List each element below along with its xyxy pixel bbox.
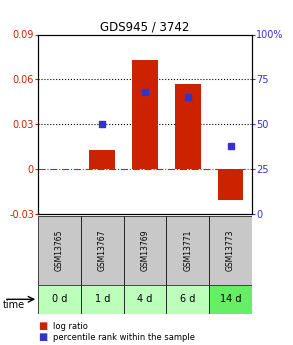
Text: GSM13769: GSM13769: [141, 229, 149, 271]
Text: 4 d: 4 d: [137, 294, 153, 304]
Text: ■: ■: [38, 333, 47, 342]
Bar: [166, 216, 209, 285]
Text: ■: ■: [38, 321, 47, 331]
Text: GSM13773: GSM13773: [226, 229, 235, 271]
Text: time: time: [3, 300, 25, 310]
Bar: [166, 285, 209, 314]
Text: 14 d: 14 d: [220, 294, 241, 304]
Text: 1 d: 1 d: [95, 294, 110, 304]
Text: GSM13765: GSM13765: [55, 229, 64, 271]
Bar: [81, 285, 124, 314]
Bar: [124, 216, 166, 285]
Bar: [124, 285, 166, 314]
Text: 0 d: 0 d: [52, 294, 67, 304]
Text: log ratio: log ratio: [53, 322, 88, 331]
Bar: [175, 84, 201, 169]
Bar: [81, 216, 124, 285]
Bar: [218, 169, 243, 200]
Text: GSM13771: GSM13771: [183, 229, 192, 271]
Bar: [209, 285, 252, 314]
Bar: [38, 216, 81, 285]
Bar: [209, 216, 252, 285]
Bar: [38, 285, 81, 314]
Bar: [132, 60, 158, 169]
Text: 6 d: 6 d: [180, 294, 195, 304]
Text: percentile rank within the sample: percentile rank within the sample: [53, 333, 195, 342]
Bar: [89, 150, 115, 169]
Text: GSM13767: GSM13767: [98, 229, 107, 271]
Title: GDS945 / 3742: GDS945 / 3742: [100, 20, 190, 33]
